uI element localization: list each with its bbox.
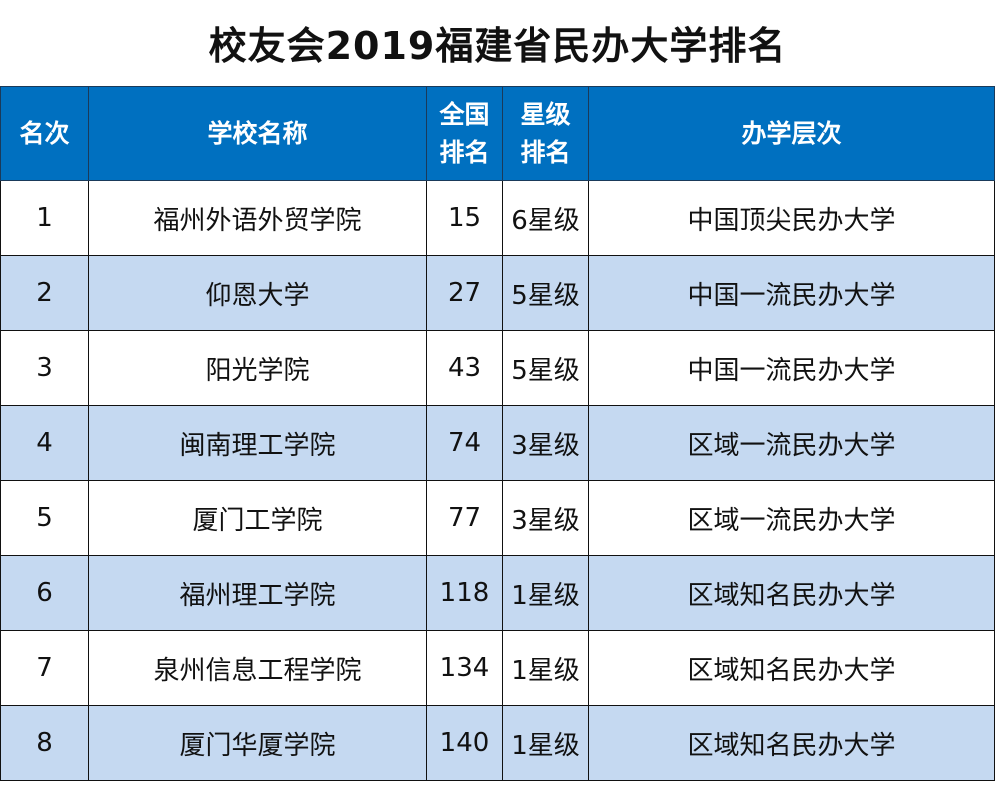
cell-national-rank: 43 — [426, 330, 503, 406]
cell-school-level: 区域一流民办大学 — [588, 405, 995, 481]
column-header-label: 排名 — [439, 137, 490, 167]
cell-school-name: 厦门华厦学院 — [88, 705, 427, 781]
cell-school-level: 中国一流民办大学 — [588, 330, 995, 406]
cell-school-level: 区域知名民办大学 — [588, 630, 995, 706]
cell-school-name: 福州理工学院 — [88, 555, 427, 631]
cell-school-name: 泉州信息工程学院 — [88, 630, 427, 706]
cell-school-name: 厦门工学院 — [88, 480, 427, 556]
column-header-national-rank: 全国 排名 — [426, 86, 503, 181]
column-header-label: 星级 — [520, 99, 571, 129]
cell-star-level: 5星级 — [502, 330, 589, 406]
table-row: 8 厦门华厦学院 140 1星级 区域知名民办大学 — [0, 705, 995, 781]
column-header-star-level: 星级 排名 — [502, 86, 589, 181]
cell-rank: 4 — [0, 405, 89, 481]
column-header-school-level: 办学层次 — [588, 86, 995, 181]
cell-star-level: 1星级 — [502, 555, 589, 631]
cell-school-name: 福州外语外贸学院 — [88, 180, 427, 256]
cell-school-level: 中国一流民办大学 — [588, 255, 995, 331]
cell-national-rank: 77 — [426, 480, 503, 556]
page-title: 校友会2019福建省民办大学排名 — [208, 24, 787, 68]
cell-school-level: 区域知名民办大学 — [588, 555, 995, 631]
table-row: 3 阳光学院 43 5星级 中国一流民办大学 — [0, 330, 995, 406]
cell-rank: 7 — [0, 630, 89, 706]
cell-national-rank: 15 — [426, 180, 503, 256]
table-header-row: 名次 学校名称 全国 排名 星级 排名 办学层次 — [0, 86, 995, 181]
column-header-label: 名次 — [19, 118, 70, 148]
cell-rank: 8 — [0, 705, 89, 781]
table-row: 1 福州外语外贸学院 15 6星级 中国顶尖民办大学 — [0, 180, 995, 256]
column-header-school-name: 学校名称 — [88, 86, 427, 181]
cell-rank: 2 — [0, 255, 89, 331]
cell-star-level: 5星级 — [502, 255, 589, 331]
cell-national-rank: 118 — [426, 555, 503, 631]
cell-star-level: 1星级 — [502, 705, 589, 781]
cell-school-level: 区域一流民办大学 — [588, 480, 995, 556]
cell-rank: 5 — [0, 480, 89, 556]
cell-school-level: 区域知名民办大学 — [588, 705, 995, 781]
cell-school-name: 阳光学院 — [88, 330, 427, 406]
cell-national-rank: 27 — [426, 255, 503, 331]
table-row: 7 泉州信息工程学院 134 1星级 区域知名民办大学 — [0, 630, 995, 706]
cell-school-name: 闽南理工学院 — [88, 405, 427, 481]
ranking-table: 名次 学校名称 全国 排名 星级 排名 办学层次 1 福州外语外贸学院 15 6星级 中国顶尖民办大… — [0, 86, 995, 781]
column-header-label: 排名 — [520, 137, 571, 167]
cell-national-rank: 140 — [426, 705, 503, 781]
cell-national-rank: 134 — [426, 630, 503, 706]
table-row: 2 仰恩大学 27 5星级 中国一流民办大学 — [0, 255, 995, 331]
column-header-rank: 名次 — [0, 86, 89, 181]
cell-rank: 1 — [0, 180, 89, 256]
cell-rank: 3 — [0, 330, 89, 406]
cell-school-name: 仰恩大学 — [88, 255, 427, 331]
cell-national-rank: 74 — [426, 405, 503, 481]
column-header-label: 全国 — [439, 99, 490, 129]
cell-school-level: 中国顶尖民办大学 — [588, 180, 995, 256]
cell-rank: 6 — [0, 555, 89, 631]
column-header-label: 学校名称 — [207, 118, 308, 148]
table-row: 6 福州理工学院 118 1星级 区域知名民办大学 — [0, 555, 995, 631]
cell-star-level: 6星级 — [502, 180, 589, 256]
cell-star-level: 3星级 — [502, 405, 589, 481]
cell-star-level: 1星级 — [502, 630, 589, 706]
table-row: 5 厦门工学院 77 3星级 区域一流民办大学 — [0, 480, 995, 556]
cell-star-level: 3星级 — [502, 480, 589, 556]
column-header-label: 办学层次 — [741, 118, 842, 148]
table-row: 4 闽南理工学院 74 3星级 区域一流民办大学 — [0, 405, 995, 481]
